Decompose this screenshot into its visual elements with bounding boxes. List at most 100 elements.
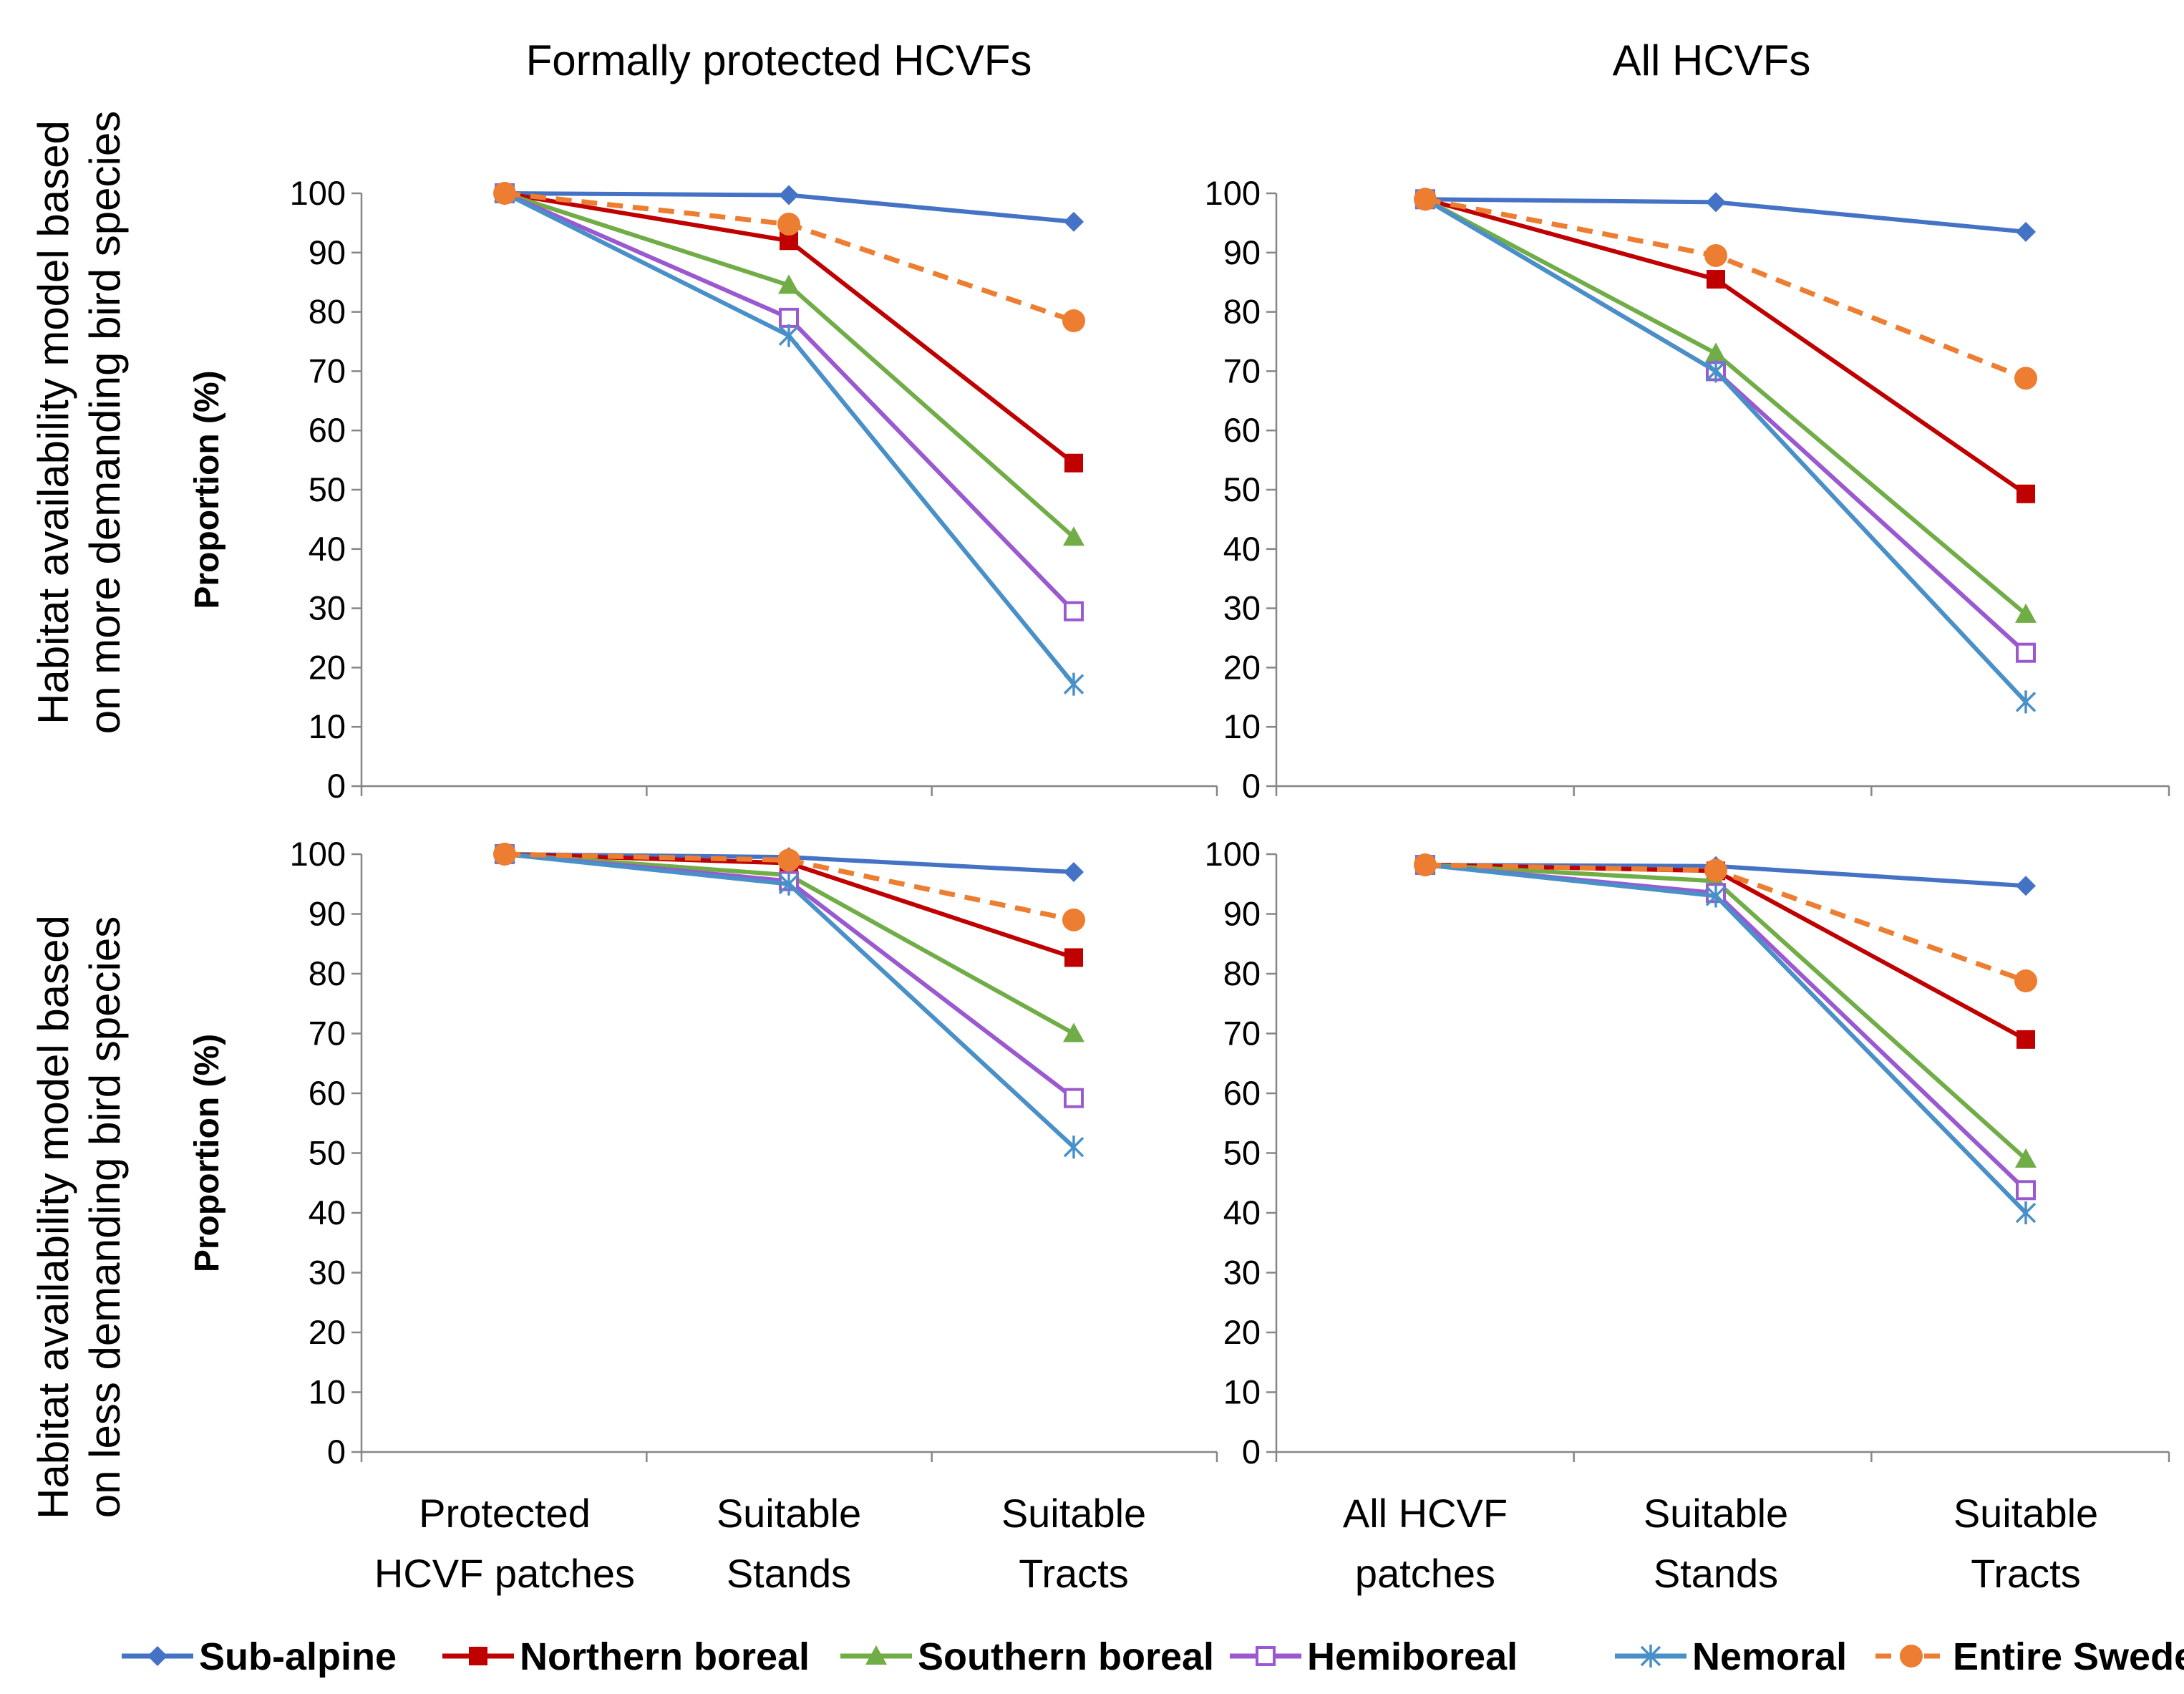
data-point [1064, 948, 1083, 967]
data-point [1062, 908, 1085, 931]
data-point-shape [2016, 221, 2036, 242]
series-line [1424, 197, 2028, 704]
x-category-label: Suitable [1644, 1491, 1788, 1536]
data-point [1064, 211, 1084, 232]
y-tick-label: 100 [1205, 174, 1261, 212]
legend-swatch-marker [865, 1645, 887, 1665]
y-tick-label: 50 [1223, 470, 1261, 508]
x-category-label: patches [1355, 1551, 1495, 1596]
data-point-shape [1705, 342, 1727, 362]
data-point [493, 182, 516, 205]
data-point-shape [2014, 969, 2037, 993]
data-point [777, 213, 800, 236]
y-axis-label: Proportion (%) [188, 370, 226, 609]
series-line [1425, 197, 2027, 496]
legend-item-hemiboreal: Hemiboreal [1230, 1635, 1518, 1678]
y-tick-label: 30 [309, 589, 346, 627]
y-tick-label: 20 [309, 1313, 346, 1351]
legend-swatch-marker-shape [1640, 1645, 1661, 1668]
data-point-shape [1063, 1022, 1084, 1042]
y-tick-label: 40 [309, 530, 346, 568]
data-point-shape [2015, 603, 2037, 623]
y-tick-label: 80 [1223, 293, 1261, 331]
data-point-shape [1063, 672, 1084, 696]
data-point [778, 274, 800, 294]
y-tick-label: 30 [1223, 1254, 1261, 1292]
series-nemoral [1414, 188, 2037, 714]
data-point-shape [1414, 853, 1437, 877]
data-point [1063, 672, 1084, 696]
series-nemoral [494, 182, 1084, 696]
data-point-shape [1064, 862, 1084, 883]
data-point [1707, 270, 1725, 289]
data-point-shape [1705, 359, 1727, 383]
legend-item-nemoral: Nemoral [1615, 1635, 1847, 1678]
y-tick-label: 20 [1223, 1313, 1261, 1351]
column-title-protected: Formally protected HCVFs [526, 37, 1032, 84]
data-point-shape [1063, 526, 1084, 546]
data-point [2016, 1180, 2036, 1201]
x-category-label: Stands [727, 1551, 851, 1596]
x-category-label: Suitable [1001, 1491, 1146, 1536]
legend-item-northern-boreal: Northern boreal [442, 1635, 810, 1678]
data-point-shape [1064, 601, 1084, 621]
y-tick-label: 80 [1223, 954, 1261, 992]
y-tick-label: 90 [1223, 233, 1261, 271]
data-point [2016, 221, 2036, 242]
data-point [1063, 1022, 1084, 1042]
y-tick-label: 80 [309, 954, 346, 992]
series-line [1424, 197, 2028, 654]
data-point [2016, 876, 2036, 896]
y-tick-label: 70 [309, 352, 346, 389]
y-tick-label: 70 [1223, 352, 1261, 389]
data-point [2015, 1148, 2037, 1168]
data-point [1064, 862, 1084, 883]
data-point-shape [2014, 367, 2037, 390]
data-point-shape [779, 307, 799, 328]
legend-item-entire-sweden: Entire Sweden [1875, 1635, 2184, 1678]
data-point-shape [779, 185, 799, 205]
y-tick-label: 0 [1242, 1433, 1261, 1471]
data-point [2014, 367, 2037, 390]
legend-swatch-marker-shape [1256, 1646, 1276, 1666]
y-tick-label: 50 [309, 470, 346, 508]
series-nemoral [494, 843, 1084, 1159]
x-category-label: Stands [1654, 1551, 1778, 1596]
legend-swatch-marker [147, 1646, 168, 1666]
data-point [1063, 526, 1084, 546]
legend: Sub-alpine Northern boreal Southern boreal… [122, 1635, 2184, 1678]
y-tick-label: 60 [1223, 411, 1261, 449]
y-tick-label: 60 [309, 411, 346, 449]
y-tick-label: 100 [1205, 835, 1261, 873]
y-tick-label: 40 [309, 1194, 346, 1231]
data-point [493, 843, 516, 866]
y-tick-label: 50 [1223, 1134, 1261, 1172]
y-tick-label: 100 [290, 174, 346, 212]
panel-1-0: 0 10 20 30 40 50 60 70 80 90 100 Proportion (%) Prot… [188, 835, 1218, 1596]
legend-label: Nemoral [1692, 1635, 1847, 1678]
data-point-shape [2016, 1030, 2035, 1049]
data-point [2015, 603, 2037, 623]
series-line [1425, 863, 2028, 1192]
y-tick-label: 40 [1223, 1194, 1261, 1231]
row-title-more-line-1: Habitat availability model based [29, 120, 77, 725]
data-point [1704, 243, 1727, 267]
y-tick-label: 40 [1223, 530, 1261, 568]
data-point-shape [1414, 188, 1437, 211]
series-entire-sweden [1414, 188, 2037, 390]
series-entire-sweden [493, 843, 1085, 931]
data-point [1705, 342, 1727, 362]
legend-swatch-marker-shape [147, 1646, 168, 1666]
data-point-shape [777, 213, 800, 236]
data-point-shape [493, 182, 516, 205]
y-tick-label: 90 [309, 895, 346, 933]
data-point [1704, 858, 1727, 882]
data-point-shape [778, 274, 800, 294]
legend-label: Entire Sweden [1953, 1635, 2184, 1678]
x-category-label: Tracts [1971, 1551, 2080, 1596]
data-point-shape [493, 843, 516, 866]
legend-swatch-marker [1900, 1645, 1923, 1668]
data-point-shape [1062, 908, 1085, 931]
legend-item-southern-boreal: Southern boreal [840, 1635, 1214, 1678]
